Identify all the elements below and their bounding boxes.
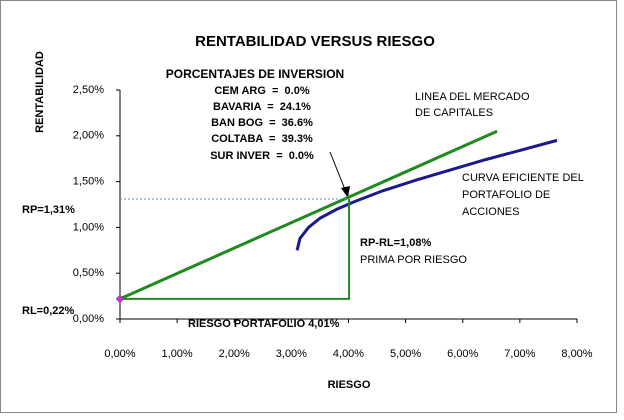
x-tick-label: 1,00% (162, 348, 193, 360)
arrow-line (329, 151, 347, 193)
y-tick-label: 2,00% (73, 130, 104, 142)
y-tick-label: 0,50% (73, 267, 104, 279)
annotation: BAN BOG = 36.6% (211, 117, 313, 129)
y-tick-label: 1,50% (73, 176, 104, 188)
annotation: PRIMA POR RIESGO (360, 254, 467, 266)
annotation: LINEA DEL MERCADO (415, 91, 530, 103)
x-tick-label: 4,00% (333, 348, 364, 360)
annotation: COLTABA = 39.3% (211, 133, 313, 145)
x-tick-label: 6,00% (447, 348, 478, 360)
frame (0, 0, 617, 413)
annotation: PORCENTAJES DE INVERSION (166, 67, 344, 81)
x-tick-label: 5,00% (390, 348, 421, 360)
chart-title: RENTABILIDAD VERSUS RIESGO (195, 33, 435, 50)
x-tick-label: 7,00% (504, 348, 535, 360)
series-line (120, 199, 351, 300)
y-tick-label: 1,00% (73, 221, 104, 233)
x-tick-label: 0,00% (104, 348, 135, 360)
x-tick-label: 3,00% (276, 348, 307, 360)
annotation: RP-RL=1,08% (360, 237, 431, 249)
annotation: RIESGO PORTAFOLIO 4,01% (188, 318, 340, 330)
y-axis-label: RENTABILIDAD (34, 51, 46, 133)
annotation: RL=0,22% (22, 305, 74, 317)
y-tick-label: 2,50% (73, 84, 104, 96)
annotation: ACCIONES (462, 206, 519, 218)
annotation: BAVARIA = 24.1% (213, 101, 311, 113)
annotation: CEM ARG = 0.0% (214, 85, 309, 97)
annotation: PORTAFOLIO DE (462, 189, 550, 201)
arrow-head (341, 186, 350, 198)
annotation: DE CAPITALES (415, 107, 493, 119)
annotation: SUR INVER = 0.0% (210, 150, 314, 162)
x-axis-label: RIESGO (328, 379, 371, 391)
annotation: RP=1,31% (22, 204, 75, 216)
x-tick-label: 2,00% (219, 348, 250, 360)
x-tick-label: 8,00% (561, 348, 592, 360)
annotation: CURVA EFICIENTE DEL (462, 172, 584, 184)
series-line (119, 129, 498, 301)
point-marker (115, 294, 125, 304)
y-tick-label: 0,00% (73, 313, 104, 325)
series-line (295, 138, 558, 251)
